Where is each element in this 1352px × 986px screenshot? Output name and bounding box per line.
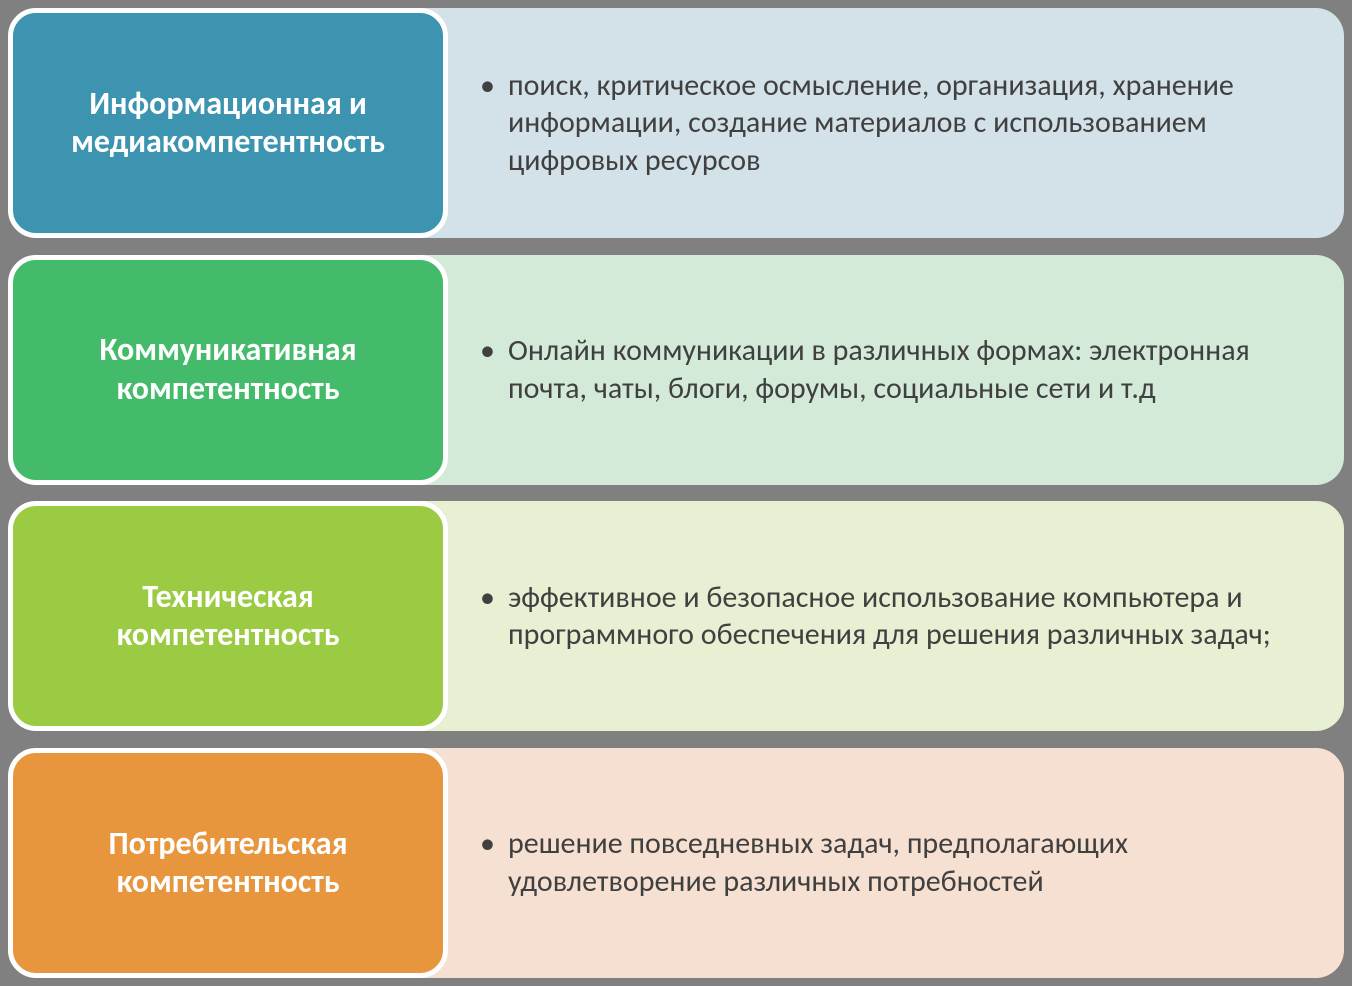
competency-row-3: Потребительская компетентность решение п… xyxy=(8,748,1344,978)
diagram-container: Информационная и медиакомпетентность пои… xyxy=(0,0,1352,986)
competency-desc-block-1: Онлайн коммуникации в различных формах: … xyxy=(420,255,1344,485)
competency-title-0: Информационная и медиакомпетентность xyxy=(33,85,423,162)
competency-desc-2: эффективное и безопасное использование к… xyxy=(480,579,1314,654)
competency-desc-3: решение повседневных задач, предполагающ… xyxy=(480,825,1314,900)
competency-row-0: Информационная и медиакомпетентность пои… xyxy=(8,8,1344,238)
competency-title-block-0: Информационная и медиакомпетентность xyxy=(8,8,448,238)
competency-title-3: Потребительская компетентность xyxy=(33,825,423,902)
competency-desc-0: поиск, критическое осмысление, организац… xyxy=(480,67,1314,180)
competency-desc-1: Онлайн коммуникации в различных формах: … xyxy=(480,332,1314,407)
competency-desc-block-0: поиск, критическое осмысление, организац… xyxy=(420,8,1344,238)
competency-row-2: Техническая компетентность эффективное и… xyxy=(8,501,1344,731)
competency-desc-block-2: эффективное и безопасное использование к… xyxy=(420,501,1344,731)
competency-title-block-2: Техническая компетентность xyxy=(8,501,448,731)
competency-title-block-1: Коммуникативная компетентность xyxy=(8,255,448,485)
competency-desc-block-3: решение повседневных задач, предполагающ… xyxy=(420,748,1344,978)
competency-title-2: Техническая компетентность xyxy=(33,578,423,655)
competency-row-1: Коммуникативная компетентность Онлайн ко… xyxy=(8,255,1344,485)
competency-title-block-3: Потребительская компетентность xyxy=(8,748,448,978)
competency-title-1: Коммуникативная компетентность xyxy=(33,331,423,408)
